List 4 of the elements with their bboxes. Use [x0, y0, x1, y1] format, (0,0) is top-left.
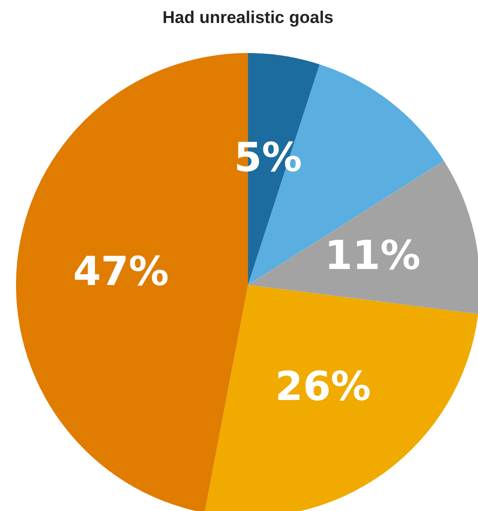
data-label: 11%: [324, 233, 420, 280]
chart-title: Had unrealistic goals: [162, 8, 334, 27]
data-label: 26%: [275, 364, 371, 410]
data-label: 47%: [73, 248, 169, 295]
